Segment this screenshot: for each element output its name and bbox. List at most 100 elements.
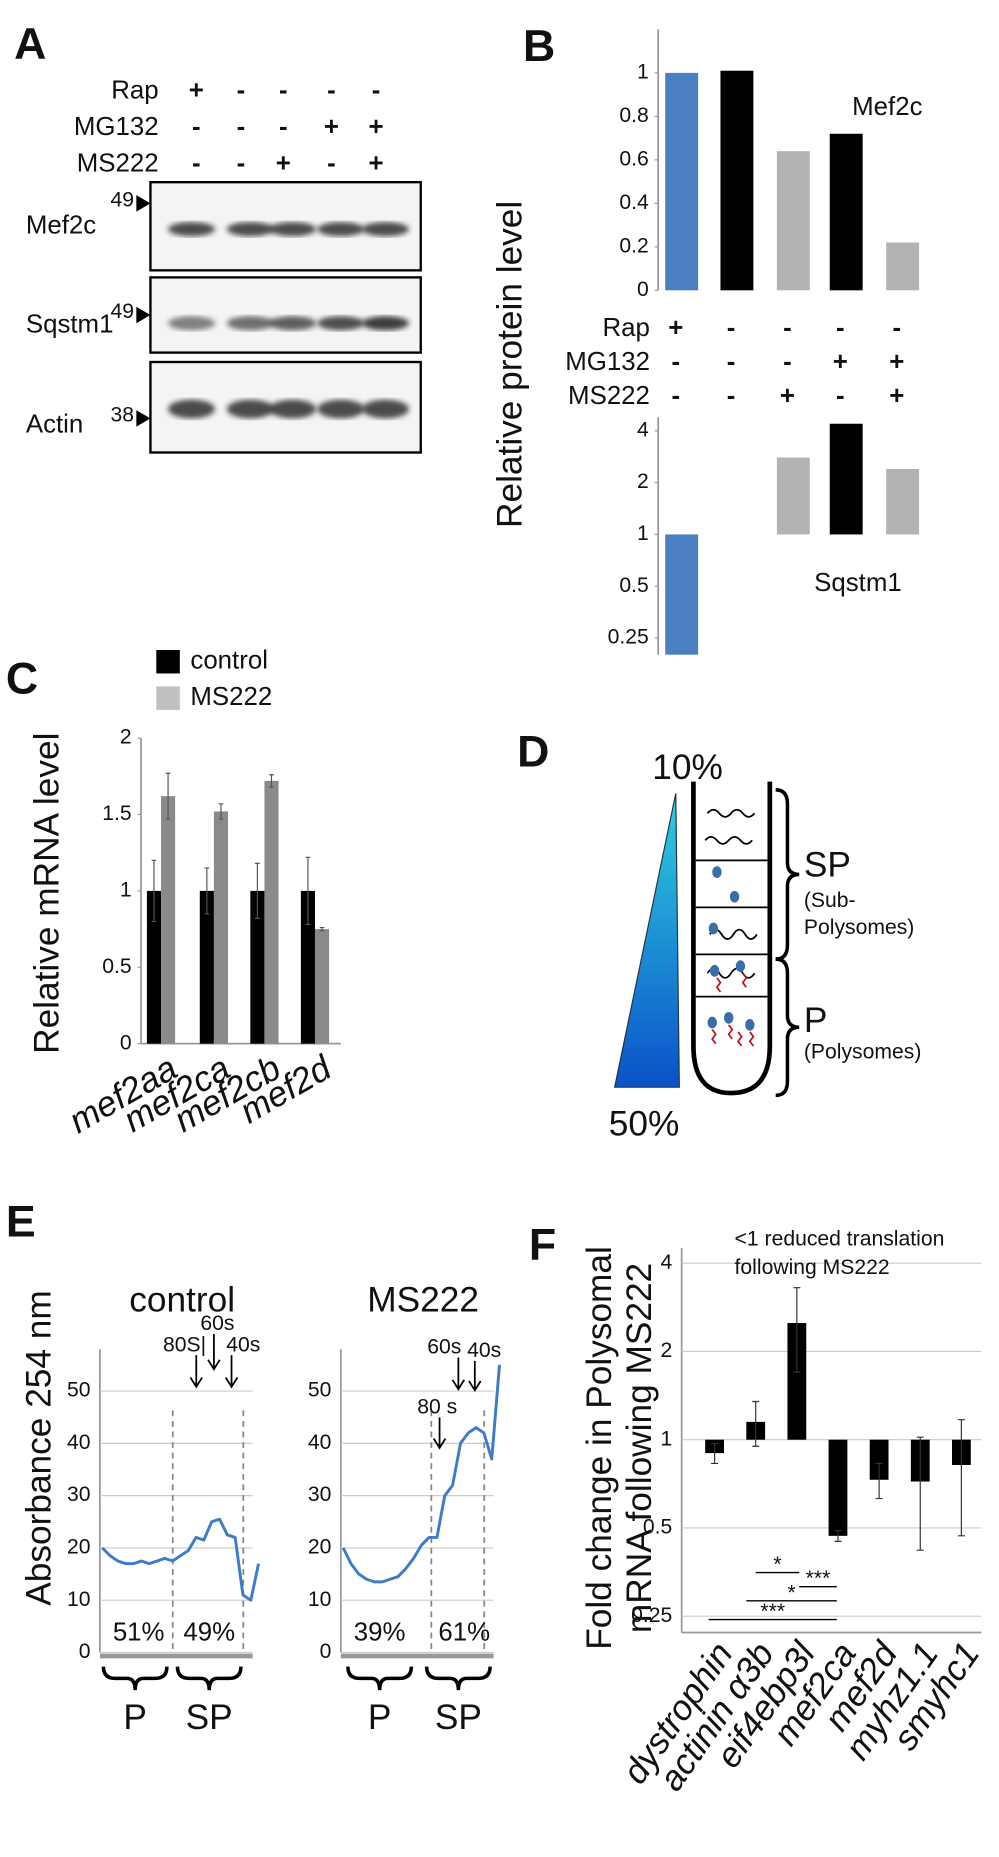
condition-sign: - [237,149,246,177]
error-bar [151,859,157,923]
error-bar [204,867,210,915]
y-tick-label: 30 [308,1483,332,1506]
legend-label: MS222 [190,683,272,711]
y-axis-label: Absorbance 254 nm [19,1290,58,1605]
marker-size: 49 [110,189,134,212]
condition-sign: + [668,314,683,342]
condition-label: MG132 [565,348,650,376]
panel-label: C [6,654,38,703]
y-tick-label: 10 [308,1588,332,1611]
bar [886,242,920,291]
condition-sign: - [372,77,381,105]
tube [691,781,773,1096]
condition-sign: - [892,314,901,342]
error-bar [165,772,171,820]
y-tick-label: 0.4 [619,191,649,214]
panel-label: A [14,20,46,69]
chart-title: MS222 [367,1281,479,1320]
panel-label: E [6,1197,36,1246]
condition-sign: - [727,382,736,410]
y-tick-label: 0.25 [608,626,649,649]
condition-label: MG132 [74,113,159,141]
peak-label: 80 s [417,1396,457,1419]
peak-arrow [189,1355,203,1389]
condition-sign: + [276,149,291,177]
error-bar [305,856,311,926]
y-tick-label: 40 [67,1431,91,1454]
y-tick-label: 40 [308,1431,332,1454]
gradient-wedge [613,793,680,1088]
region-name: SP [186,1698,233,1737]
y-tick-label: 20 [67,1536,91,1559]
blot-band [269,316,317,331]
peak-label: 40s [467,1339,501,1362]
chart-title: control [129,1281,235,1320]
condition-sign: - [237,77,246,105]
y-tick-label: 0.8 [619,104,648,127]
annotation: following MS222 [735,1256,890,1279]
blot-band [168,222,216,237]
bar [829,133,863,291]
bar [828,1439,848,1536]
y-axis-label: Relative mRNA level [28,733,67,1054]
group-detail: Polysomes) [804,916,914,939]
condition-sign: + [189,77,204,105]
condition-sign: - [836,382,845,410]
peak-arrow [432,1417,447,1450]
marker-arrow [136,306,151,324]
condition-sign: - [727,314,736,342]
bar [886,469,920,535]
panel-label: D [517,727,549,776]
peak-arrow [451,1357,465,1391]
bar [250,890,265,1044]
y-tick-label: 0 [120,1031,132,1054]
condition-sign: - [671,382,680,410]
condition-sign: + [889,348,904,376]
marker-arrow [136,410,151,427]
peak-arrow [207,1333,221,1371]
y-tick-label: 20 [308,1536,332,1559]
region-brace [424,1666,492,1691]
error-bar [957,1419,965,1537]
y-tick-label: 1 [661,1427,673,1450]
peptides [711,972,755,1047]
condition-sign: - [836,314,845,342]
error-bar [916,1436,924,1551]
y-tick-label: 1 [637,522,649,545]
legend-swatch [156,686,180,710]
bar [720,70,754,291]
y-tick-label: 0 [79,1640,91,1663]
condition-sign: - [237,113,246,141]
y-tick-label: 0.2 [619,234,648,257]
legend-label: control [190,647,268,675]
blot-band [226,316,274,331]
y-tick-label: 0.6 [619,147,648,170]
peak-label: 40s [226,1333,260,1356]
condition-sign: - [327,149,336,177]
marker-size: 38 [110,404,134,427]
region-percent: 51% [113,1619,165,1647]
y-tick-label: 2 [637,470,649,493]
y-axis-label: Fold change in Polysomal [580,1246,619,1650]
y-tick-label: 1.5 [102,802,131,825]
blot-frame [149,276,422,354]
blot-band [226,399,274,419]
panel-label: F [529,1221,556,1270]
bar [665,72,699,291]
y-tick-label: 0.5 [643,1516,672,1539]
region-name: P [368,1698,392,1737]
condition-label: MS222 [568,382,650,410]
significance-label: *** [806,1567,831,1590]
y-tick-label: 4 [637,418,649,441]
chart-title: Sqstm1 [814,569,902,597]
group-name: P [804,1001,828,1040]
absorbance-line [341,1364,501,1584]
chart-title: Mef2c [852,93,922,121]
error-bar [834,1529,842,1542]
group-name: SP [804,846,851,885]
region-name: SP [435,1698,482,1737]
group-detail: (Polysomes) [804,1041,921,1064]
protein-label: Actin [26,410,83,438]
bar [314,929,330,1044]
